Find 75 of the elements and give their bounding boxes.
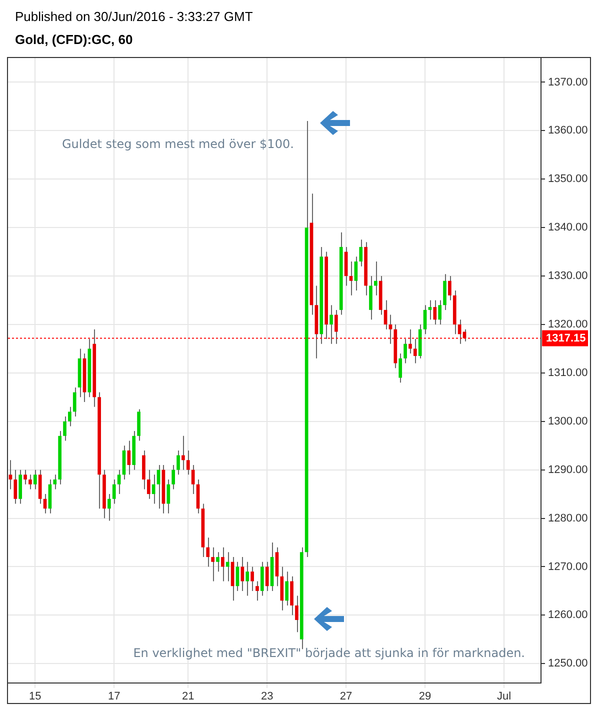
candlestick [423, 304, 427, 335]
candlestick [53, 474, 57, 490]
candlestick [349, 260, 353, 296]
candlestick [462, 328, 466, 342]
candlestick [68, 406, 72, 427]
x-tick-label: 27 [340, 690, 352, 703]
candlestick [182, 435, 185, 470]
candlestick [112, 479, 116, 504]
y-tick-label: 1290.00 [548, 464, 588, 476]
candlestick [127, 440, 131, 476]
x-tick-label: 23 [260, 690, 274, 703]
y-tick-label: 1270.00 [548, 560, 588, 573]
candlestick [250, 566, 254, 592]
candlestick [256, 580, 259, 602]
candlestick [236, 561, 240, 592]
candlestick [166, 479, 170, 514]
candlestick [28, 474, 32, 490]
candlestick [186, 450, 190, 476]
candlestick [24, 469, 27, 485]
chart-subtitle: Published on 30/Jun/2016 - 3:33:27 GMT [15, 9, 253, 24]
candlestick [172, 464, 176, 490]
candlestick [413, 338, 417, 364]
x-tick-label: 21 [182, 690, 194, 703]
candlestick [211, 546, 214, 582]
candlestick [117, 469, 121, 495]
candlestick [448, 276, 452, 301]
candlestick [107, 494, 111, 522]
candlestick [63, 416, 66, 442]
candlestick [374, 260, 378, 296]
chart-title: Gold, (CFD):GC, 60 [15, 32, 133, 47]
candlestick [216, 552, 220, 572]
candlestick [146, 469, 150, 500]
candlestick [404, 338, 407, 364]
candlestick [226, 552, 230, 582]
candlestick [359, 239, 363, 267]
y-tick-label: 1300.00 [548, 415, 588, 428]
candlestick [240, 556, 244, 592]
candlestick [388, 314, 392, 344]
candlestick [33, 469, 37, 490]
candlestick [152, 474, 156, 504]
candlestick [428, 300, 432, 320]
candlestick [433, 300, 437, 325]
y-tick-label: 1310.00 [548, 366, 588, 379]
candlestick [330, 304, 333, 344]
y-tick-label: 1350.00 [548, 173, 588, 186]
candlestick [246, 561, 250, 596]
candlestick [295, 595, 298, 633]
candlestick [206, 537, 210, 568]
y-tick-label: 1260.00 [548, 609, 588, 622]
x-tick-label: Jul [496, 690, 512, 703]
candlestick [8, 460, 12, 490]
candlestick [72, 386, 76, 418]
candlestick [398, 353, 402, 384]
candlestick [176, 450, 180, 476]
annotation: En verklighet med "BREXIT" började att sjunka in för marknaden. [133, 646, 525, 660]
y-tick-label: 1280.00 [548, 512, 588, 524]
candlestick [408, 328, 412, 354]
y-tick-label: 1370.00 [548, 76, 588, 88]
y-tick-label: 1360.00 [548, 124, 588, 137]
candlestick [334, 309, 338, 344]
candlestick [354, 256, 358, 292]
y-tick-label: 1330.00 [548, 270, 588, 282]
candlestick [438, 300, 442, 325]
candlestick [285, 571, 289, 606]
x-tick-label: 29 [418, 690, 432, 703]
annotation: Guldet steg som mest med över $100. [62, 137, 294, 152]
candlestick [265, 561, 269, 592]
y-tick-label: 1320.00 [548, 318, 588, 331]
ref-line-label: 1317.15 [546, 332, 586, 344]
candlestick [14, 469, 18, 504]
x-tick-label: 15 [29, 690, 42, 703]
candlestick [221, 546, 224, 582]
y-tick-label: 1340.00 [548, 222, 588, 234]
x-tick-label: 17 [108, 690, 120, 703]
y-tick-label: 1250.00 [548, 658, 588, 670]
